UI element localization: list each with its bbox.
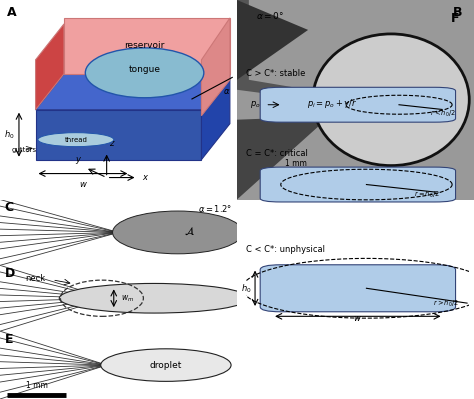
Text: $w$: $w$ xyxy=(79,180,87,189)
Polygon shape xyxy=(237,0,344,104)
Polygon shape xyxy=(36,24,64,110)
Polygon shape xyxy=(237,104,344,200)
Ellipse shape xyxy=(101,349,231,381)
Polygon shape xyxy=(237,0,308,80)
FancyBboxPatch shape xyxy=(260,87,456,122)
Text: C: C xyxy=(5,201,14,215)
Text: D: D xyxy=(5,267,15,280)
Text: B: B xyxy=(453,6,462,19)
Text: $\alpha = 1.2°$: $\alpha = 1.2°$ xyxy=(198,203,232,214)
Ellipse shape xyxy=(113,211,243,254)
Text: $\alpha = 0°$: $\alpha = 0°$ xyxy=(256,10,284,21)
FancyBboxPatch shape xyxy=(260,167,456,202)
Text: tongue: tongue xyxy=(128,65,161,74)
Text: $h_0$: $h_0$ xyxy=(241,282,252,294)
Text: reservoir: reservoir xyxy=(124,41,165,50)
Polygon shape xyxy=(36,74,230,110)
Text: $z$: $z$ xyxy=(109,138,116,148)
Text: $\mathcal{A}$: $\mathcal{A}$ xyxy=(184,225,195,237)
Text: gutters: gutters xyxy=(12,146,37,153)
Text: $r{<}h_0/2$: $r{<}h_0/2$ xyxy=(429,109,456,119)
Text: $p_o$: $p_o$ xyxy=(250,99,260,110)
Polygon shape xyxy=(36,110,201,160)
Text: F: F xyxy=(451,12,460,25)
Ellipse shape xyxy=(85,48,204,98)
FancyBboxPatch shape xyxy=(260,265,456,312)
Text: C < C*: unphysical: C < C*: unphysical xyxy=(246,245,326,254)
Ellipse shape xyxy=(38,132,114,146)
Text: $r{=}h_0/2$: $r{=}h_0/2$ xyxy=(414,190,439,200)
Text: $p_i = p_o + \gamma/r$: $p_i = p_o + \gamma/r$ xyxy=(307,97,357,110)
Text: thread: thread xyxy=(64,136,87,143)
Text: 1 mm: 1 mm xyxy=(26,381,48,390)
Bar xyxy=(272,268,444,309)
Text: $h_0$: $h_0$ xyxy=(4,128,15,141)
Text: A: A xyxy=(7,6,17,19)
Text: $w$: $w$ xyxy=(354,314,362,323)
Text: C > C*: stable: C > C*: stable xyxy=(246,69,306,78)
Bar xyxy=(272,89,444,120)
Circle shape xyxy=(313,34,469,166)
Text: E: E xyxy=(5,333,13,346)
Polygon shape xyxy=(64,18,230,74)
Text: $y$: $y$ xyxy=(74,154,82,166)
Text: $x$: $x$ xyxy=(142,173,149,182)
Text: $r{>}h_0/2$: $r{>}h_0/2$ xyxy=(433,299,459,309)
Text: 1 mm: 1 mm xyxy=(285,158,307,168)
Bar xyxy=(272,169,444,200)
Text: neck: neck xyxy=(26,274,46,283)
Polygon shape xyxy=(201,74,230,160)
Text: C = C*: critical: C = C*: critical xyxy=(246,148,309,158)
Ellipse shape xyxy=(59,283,249,313)
Polygon shape xyxy=(201,18,230,116)
Text: droplet: droplet xyxy=(150,361,182,369)
Text: $\alpha$: $\alpha$ xyxy=(223,87,230,96)
Text: $w_m$: $w_m$ xyxy=(121,293,134,304)
